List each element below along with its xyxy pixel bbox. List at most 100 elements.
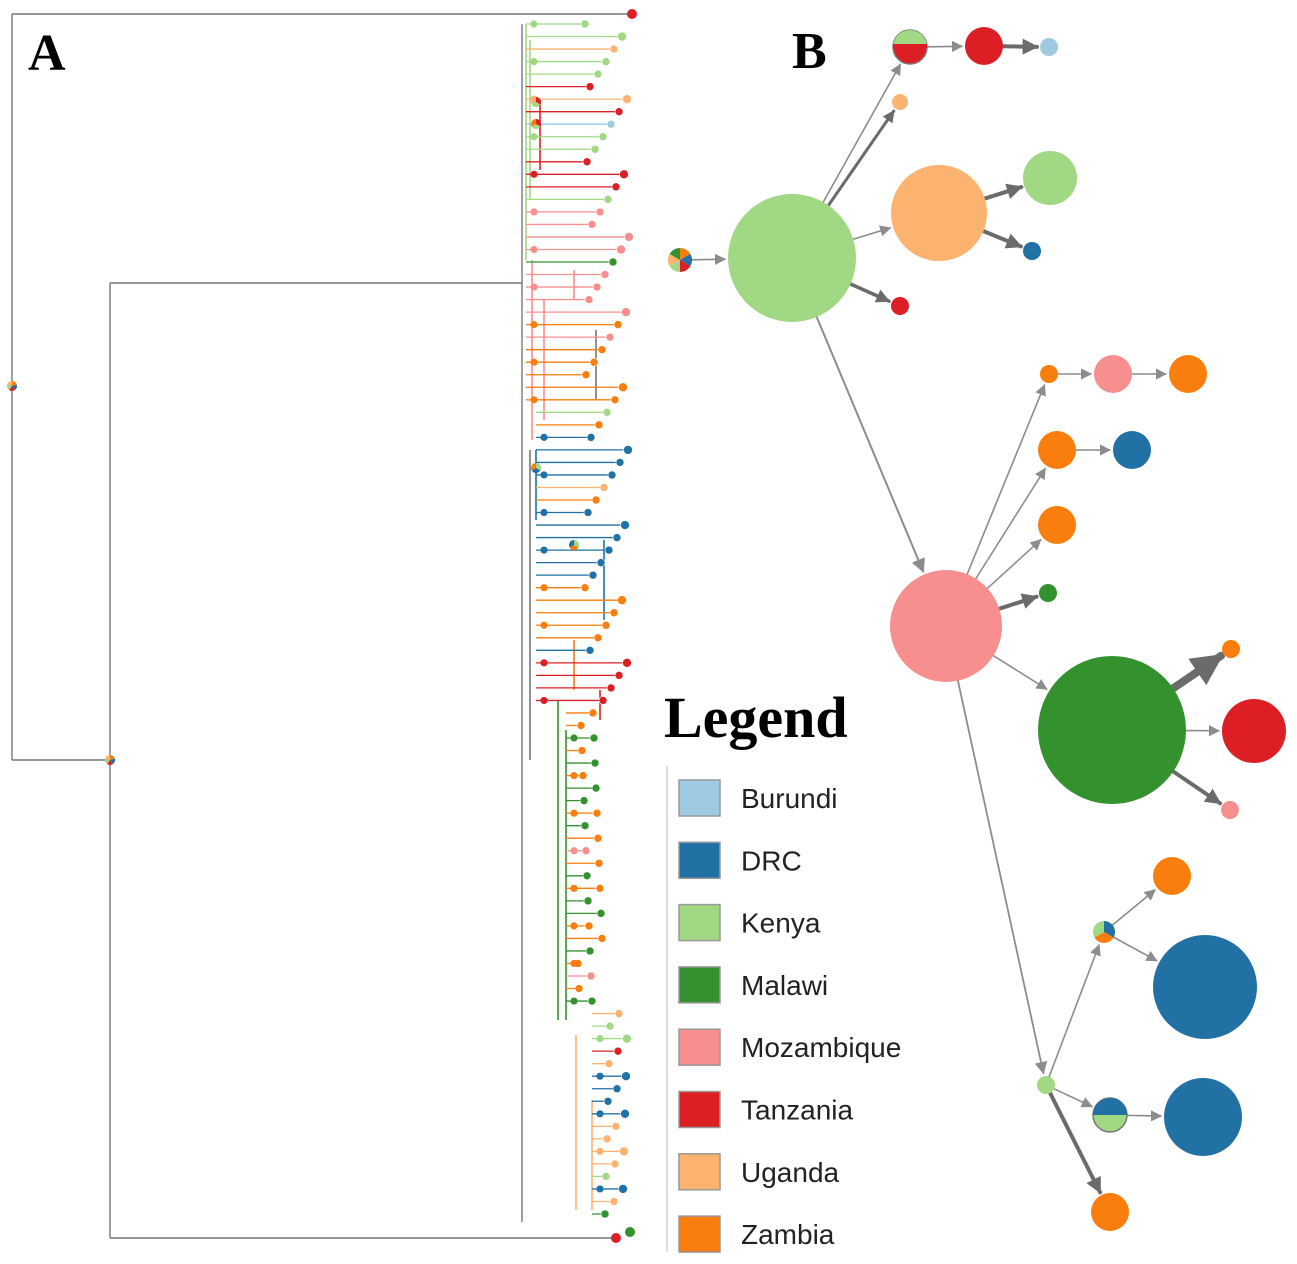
internal-mixed-node-2	[104, 755, 116, 765]
tip-node-18	[530, 245, 538, 254]
legend-label-zambia: Zambia	[741, 1219, 835, 1250]
tip-marker-zambia-24	[613, 320, 623, 329]
tip-marker-zambia-55	[588, 708, 598, 718]
tip-marker-uganda-37	[599, 483, 609, 492]
node-mixed-top-top-half	[893, 30, 927, 47]
legend-label-burundi: Burundi	[741, 783, 838, 814]
legend-swatch-burundi	[678, 779, 721, 817]
node-mixed-top	[892, 29, 928, 65]
tip-marker-drc-86	[603, 1096, 613, 1106]
tip-marker-burundi-8	[606, 119, 616, 129]
internal-mixed-node-3-slice-1	[531, 102, 541, 108]
legend-label-kenya: Kenya	[741, 908, 821, 939]
tip-marker-kenya-9	[598, 132, 608, 142]
internal-mixed-node-2-slice-1	[110, 758, 116, 765]
internal-mixed-node-4-slice-0	[536, 119, 541, 127]
legend-swatch-drc	[678, 841, 721, 880]
tip-marker-tanzania-52	[614, 671, 624, 680]
tip-marker-zambia-47	[609, 608, 619, 618]
edge-kenya-low-to-mixed-low2	[1053, 1088, 1093, 1108]
legend-label-malawi: Malawi	[741, 970, 828, 1001]
internal-mixed-node-4-slice-2	[531, 119, 536, 127]
tip-marker-zambia-28	[581, 370, 591, 380]
tip-node-9	[530, 133, 538, 141]
tip-marker-kenya-31	[602, 408, 612, 417]
tip-marker-zambia-32	[594, 420, 604, 430]
node-root-slice-2	[680, 260, 691, 272]
legend-label-tanzania: Tanzania	[741, 1095, 854, 1126]
legend-label-uganda: Uganda	[741, 1157, 840, 1188]
legend-swatch-mozambique	[678, 1028, 721, 1066]
tip-marker-zambia-73	[597, 934, 607, 943]
tip-marker-zambia-45	[580, 583, 590, 592]
tip-node-36	[540, 471, 548, 479]
tip-node-48	[540, 621, 548, 629]
edge-mixed-low1-to-zambia-g	[1111, 889, 1156, 926]
edge-kenya-hub-to-uganda-big	[852, 225, 892, 241]
tip-marker-tanzania-11	[582, 157, 592, 167]
tip-marker-malawi-70	[583, 896, 593, 906]
legend: Legend Burundi DRC Kenya Malawi Mozambique Ta…	[664, 685, 901, 1253]
tip-marker-tanzania-top	[627, 9, 637, 19]
tip-marker-malawi-74	[585, 946, 595, 956]
legend-swatch-zambia	[678, 1215, 721, 1253]
tip-node-60	[570, 771, 578, 780]
tip-marker-drc-36	[607, 470, 617, 480]
node-root-slice-3	[669, 260, 680, 272]
internal-mixed-node-5-slice-0	[574, 540, 579, 548]
node-burundi-top	[1040, 38, 1058, 56]
tip-marker-uganda-6	[622, 94, 632, 104]
tip-node-0	[530, 20, 538, 28]
panel-b-transmission-network	[668, 27, 1286, 1231]
tip-marker-malawi-64	[580, 821, 590, 830]
node-tanzania-f	[1222, 699, 1286, 763]
legend-entries: Burundi DRC Kenya Malawi Mozambique Tanzania U…	[678, 779, 901, 1253]
network-edges	[691, 38, 1226, 1195]
tip-marker-zambia-49	[593, 633, 603, 643]
tip-marker-drc-93	[618, 1184, 628, 1194]
tip-marker-kenya-4	[593, 69, 603, 79]
edge-uganda-big-to-drc-small	[981, 229, 1023, 249]
tip-marker-kenya-80	[605, 1021, 615, 1031]
tip-node-93	[596, 1185, 604, 1193]
tip-marker-kenya-3	[601, 57, 611, 66]
tip-marker-mozambique-17	[624, 232, 634, 242]
tip-marker-drc-84	[621, 1071, 631, 1082]
node-zambia-a	[1040, 365, 1058, 383]
tip-marker-zambia-30	[610, 395, 620, 405]
tree-subclade-branches	[525, 23, 629, 1215]
root-mixed-node-slice-0	[12, 381, 17, 386]
node-root	[668, 248, 692, 272]
tip-marker-zambia-60	[578, 771, 588, 780]
tip-marker-tanzania-7	[614, 107, 624, 116]
tip-marker-zambia-63	[592, 808, 602, 818]
node-mixed-top-band	[893, 44, 927, 48]
tip-marker-mozambique-15	[595, 207, 605, 217]
tip-marker-mozambique-25	[605, 332, 615, 342]
tip-marker-drc-40	[620, 520, 630, 530]
tip-marker-drc-87	[620, 1108, 630, 1119]
internal-mixed-node-4	[531, 119, 541, 130]
tip-marker-drc-44	[588, 570, 598, 580]
tip-node-21	[530, 283, 538, 291]
tip-marker-kenya-10	[590, 144, 600, 154]
node-mixed-low2-top-half	[1093, 1098, 1127, 1115]
tip-node-81	[596, 1035, 604, 1043]
tip-marker-kenya-14	[603, 195, 613, 204]
tip-marker-drc-85	[612, 1084, 622, 1094]
tip-node-90	[596, 1147, 604, 1155]
tip-marker-tanzania-51	[622, 658, 632, 668]
tip-marker-mozambique-20	[600, 270, 610, 279]
tip-node-84	[596, 1072, 604, 1080]
tip-marker-drc-42	[604, 545, 614, 555]
tip-marker-uganda-94	[609, 1197, 619, 1206]
node-drc-small	[1023, 242, 1041, 260]
node-uganda-big	[891, 165, 987, 261]
edge-mixed-low1-to-drc-g	[1112, 936, 1158, 962]
internal-mixed-node-4-slice-1	[531, 124, 541, 130]
node-mozambique-f	[1221, 801, 1239, 819]
node-drc-h	[1164, 1078, 1242, 1156]
tip-marker-zambia-58	[577, 746, 587, 755]
panel-a-phylogenetic-tree	[7, 9, 637, 1243]
edge-malawi-hub-to-mozambique-f	[1171, 769, 1223, 806]
